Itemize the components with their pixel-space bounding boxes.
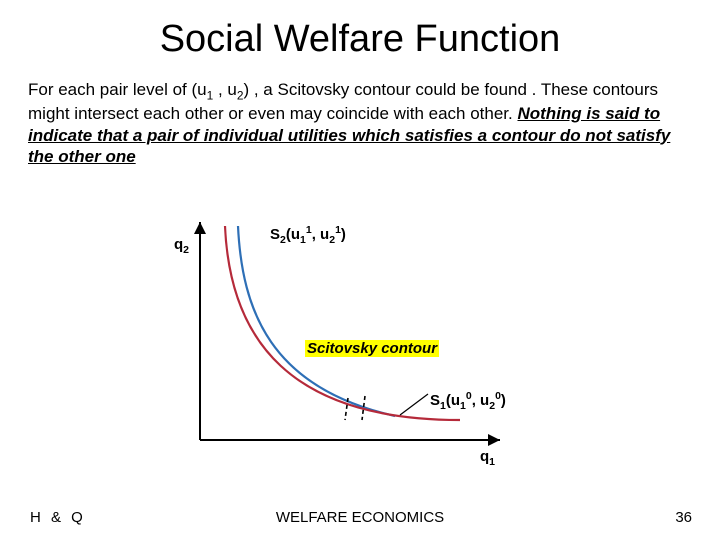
contour-label: Scitovsky contour	[305, 340, 439, 357]
y-axis-label-text: q	[174, 236, 183, 253]
x-axis-label: q1	[480, 448, 495, 468]
y-axis-label: q2	[174, 236, 189, 256]
s2-lbl-mid: , u	[312, 226, 330, 243]
x-axis-label-sub: 1	[489, 456, 495, 468]
x-axis-label-text: q	[480, 448, 489, 465]
chart-container: q2 S2(u11, u21) Scitovsky contour S1(u10…	[150, 220, 570, 480]
s1-lbl-close: )	[501, 392, 506, 409]
page-title: Social Welfare Function	[0, 0, 720, 61]
s1-lbl-open: (u	[446, 392, 460, 409]
body-paragraph: For each pair level of (u1 , u2) , a Sci…	[0, 61, 720, 167]
y-axis-label-sub: 2	[183, 244, 189, 256]
para-seg-1b: , u	[213, 80, 237, 99]
s1-lbl-mid: , u	[472, 392, 490, 409]
s1-lbl-s: S	[430, 392, 440, 409]
footer-right: 36	[675, 509, 692, 526]
s2-lbl-open: (u	[286, 226, 300, 243]
curve-s1-label: S1(u10, u20)	[430, 390, 506, 412]
s2-lbl-s: S	[270, 226, 280, 243]
para-seg-1: For each pair level of (u	[28, 80, 207, 99]
s2-lbl-close: )	[341, 226, 346, 243]
curve-s2-label: S2(u11, u21)	[270, 224, 346, 246]
footer-center: WELFARE ECONOMICS	[0, 509, 720, 526]
